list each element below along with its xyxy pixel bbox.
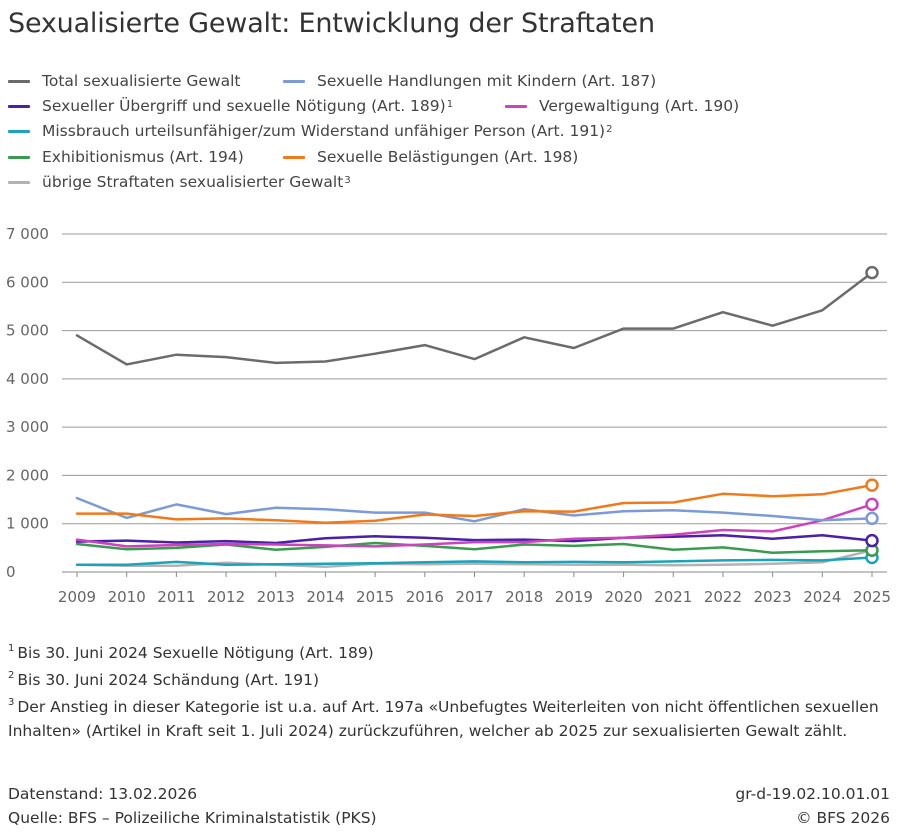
x-tick-label-8: 2017: [455, 588, 493, 606]
footnote-text-1: Bis 30. Juni 2024 Sexuelle Nötigung (Art…: [17, 644, 374, 663]
legend-swatch-art189: [8, 104, 30, 108]
footnote-3: 3 Der Anstieg in dieser Kategorie ist u.a…: [8, 692, 888, 743]
footnote-mark-3: 3: [8, 697, 15, 709]
series-line-6: [75, 483, 874, 524]
legend-sup-art189: 1: [446, 98, 454, 110]
legend-swatch-art187: [283, 79, 305, 83]
x-tick-label-2: 2011: [157, 588, 195, 606]
x-tick-label-4: 2013: [257, 588, 295, 606]
legend-item-art187[interactable]: Sexuelle Handlungen mit Kindern (Art. 18…: [283, 72, 656, 90]
footnote-mark-1: 1: [8, 643, 15, 654]
legend-swatch-art191: [8, 129, 30, 133]
x-tick-label-6: 2015: [356, 588, 394, 606]
legend-sup-other: 3: [344, 174, 351, 186]
legend-item-total[interactable]: Total sexualisierte Gewalt: [8, 72, 241, 90]
legend-label-art190: Vergewaltigung (Art. 190): [539, 97, 740, 115]
legend-item-art194[interactable]: Exhibitionismus (Art. 194): [8, 148, 244, 166]
legend-item-other[interactable]: übrige Straftaten sexualisierter Gewalt 3: [8, 173, 351, 191]
x-tick-label-14: 2023: [754, 588, 792, 606]
data-source: Quelle: BFS – Polizeiliche Kriminalstati…: [8, 809, 377, 827]
legend-item-art190[interactable]: Vergewaltigung (Art. 190): [505, 97, 739, 115]
series-line-3: [75, 503, 874, 548]
y-tick-label-2: 2 000: [6, 466, 49, 484]
x-tick-label-7: 2016: [406, 588, 444, 606]
footnote-text-2: Bis 30. Juni 2024 Schändung (Art. 191): [17, 671, 320, 690]
footnote-1: 1 Bis 30. Juni 2024 Sexuelle Nötigung (Ar…: [8, 638, 888, 665]
data-date: Datenstand: 13.02.2026: [8, 785, 198, 803]
legend-label-art187: Sexuelle Handlungen mit Kindern (Art. 18…: [317, 72, 657, 90]
y-tick-label-1: 1 000: [6, 515, 49, 533]
meta-left: Datenstand: 13.02.2026 Quelle: BFS – Pol…: [8, 782, 377, 830]
end-marker-0: [865, 265, 879, 280]
footnote-mark-2: 2: [8, 670, 15, 682]
meta-right: gr-d-19.02.10.01.01 © BFS 2026: [735, 782, 890, 830]
end-marker-2: [865, 533, 879, 548]
legend-label-art194: Exhibitionismus (Art. 194): [42, 148, 244, 166]
y-tick-label-4: 4 000: [6, 370, 49, 388]
end-marker-1: [865, 511, 879, 526]
chart-title: Sexualisierte Gewalt: Entwicklung der St…: [8, 8, 655, 39]
end-marker-3: [865, 497, 879, 512]
series-line-5: [75, 541, 874, 554]
copyright: © BFS 2026: [796, 809, 890, 827]
x-tick-label-15: 2024: [803, 588, 841, 606]
legend-swatch-art194: [8, 155, 30, 159]
x-tick-label-11: 2020: [604, 588, 642, 606]
footnote-2: 2 Bis 30. Juni 2024 Schändung (Art. 191): [8, 665, 888, 692]
y-tick-label-6: 6 000: [6, 273, 49, 291]
series-line-4: [75, 556, 874, 567]
legend-swatch-art198: [283, 155, 305, 159]
x-tick-label-5: 2014: [306, 588, 344, 606]
x-tick-label-16: 2025: [853, 588, 891, 606]
legend-label-total: Total sexualisierte Gewalt: [42, 72, 241, 90]
series-line-2: [75, 534, 874, 545]
x-tick-label-3: 2012: [207, 588, 245, 606]
x-tick-label-9: 2018: [505, 588, 543, 606]
x-tick-label-10: 2019: [555, 588, 593, 606]
end-marker-6: [865, 478, 879, 492]
legend-item-art191[interactable]: Missbrauch urteilsunfähiger/zum Widersta…: [8, 122, 612, 140]
x-tick-label-12: 2021: [654, 588, 692, 606]
chart-legend: Total sexualisierte Gewalt Sexuelle Hand…: [0, 0, 900, 200]
legend-item-art189[interactable]: Sexueller Übergriff und sexuelle Nötigun…: [8, 97, 453, 115]
legend-label-art189: Sexueller Übergriff und sexuelle Nötigun…: [42, 97, 446, 115]
series-line-1: [75, 496, 874, 523]
x-tick-label-0: 2009: [58, 588, 96, 606]
legend-swatch-other: [8, 180, 30, 184]
legend-label-art191: Missbrauch urteilsunfähiger/zum Widersta…: [42, 122, 606, 140]
legend-label-other: übrige Straftaten sexualisierter Gewalt: [42, 173, 344, 191]
footnote-text-3: Der Anstieg in dieser Kategorie ist u.a.…: [8, 698, 879, 741]
footnotes: 1 Bis 30. Juni 2024 Sexuelle Nötigung (Ar…: [8, 638, 888, 743]
y-tick-label-5: 5 000: [6, 322, 49, 340]
y-tick-label-3: 3 000: [6, 418, 49, 436]
legend-sup-art191: 2: [606, 123, 613, 135]
legend-swatch-art190: [505, 104, 527, 108]
chart-code: gr-d-19.02.10.01.01: [735, 785, 890, 803]
series-line-0: [75, 271, 874, 366]
line-chart: 0 1 000 2 000 3 000 4 000 5 000 6 000 7 000 2009…: [6, 225, 891, 606]
legend-item-art198[interactable]: Sexuelle Belästigungen (Art. 198): [283, 148, 578, 166]
legend-label-art198: Sexuelle Belästigungen (Art. 198): [317, 148, 579, 166]
x-tick-label-13: 2022: [704, 588, 742, 606]
x-tick-label-1: 2010: [108, 588, 146, 606]
y-tick-label-7: 7 000: [6, 225, 49, 243]
legend-swatch-total: [8, 79, 30, 83]
y-tick-label-0: 0: [6, 563, 16, 581]
